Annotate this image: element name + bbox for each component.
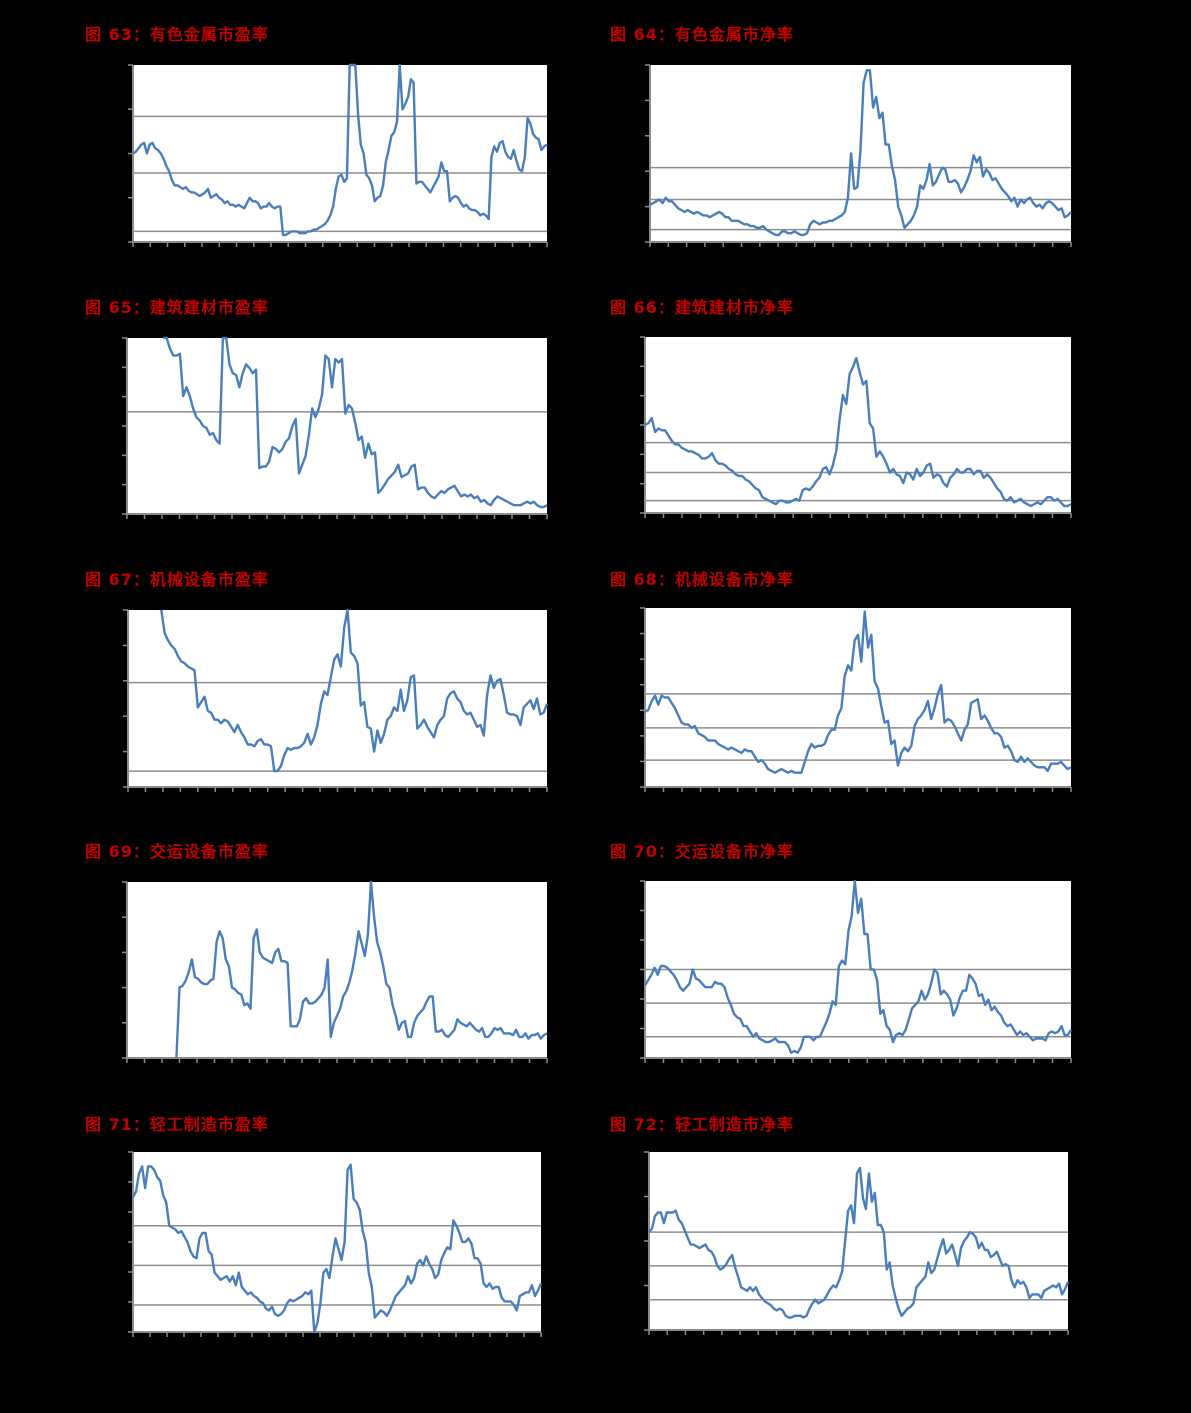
chart-title: 图 66：建筑建材市净率	[610, 298, 794, 317]
plot-area	[127, 882, 547, 1058]
chart-title: 图 64：有色金属市净率	[610, 25, 794, 44]
plot-area	[127, 338, 547, 514]
data-series-line	[160, 608, 549, 773]
chart-title: 图 71：轻工制造市盈率	[85, 1115, 269, 1134]
data-series-line	[131, 1163, 543, 1334]
data-series-line	[132, 63, 548, 237]
plot-area	[649, 1152, 1068, 1330]
chart-title: 图 72：轻工制造市净率	[610, 1115, 794, 1134]
chart-title: 图 70：交运设备市净率	[610, 842, 794, 861]
data-series-line	[163, 336, 548, 509]
data-series-line	[648, 1166, 1070, 1319]
chart-title: 图 67：机械设备市盈率	[85, 570, 269, 589]
data-series-line	[644, 610, 1072, 774]
chart-title: 图 68：机械设备市净率	[610, 570, 794, 589]
chart-title: 图 63：有色金属市盈率	[85, 25, 269, 44]
data-series-line	[649, 69, 1072, 237]
chart-title: 图 65：建筑建材市盈率	[85, 298, 269, 317]
data-series-line	[643, 879, 1073, 1054]
chart-title: 图 69：交运设备市盈率	[85, 842, 269, 861]
data-series-line	[175, 880, 548, 1059]
data-series-line	[644, 356, 1072, 508]
